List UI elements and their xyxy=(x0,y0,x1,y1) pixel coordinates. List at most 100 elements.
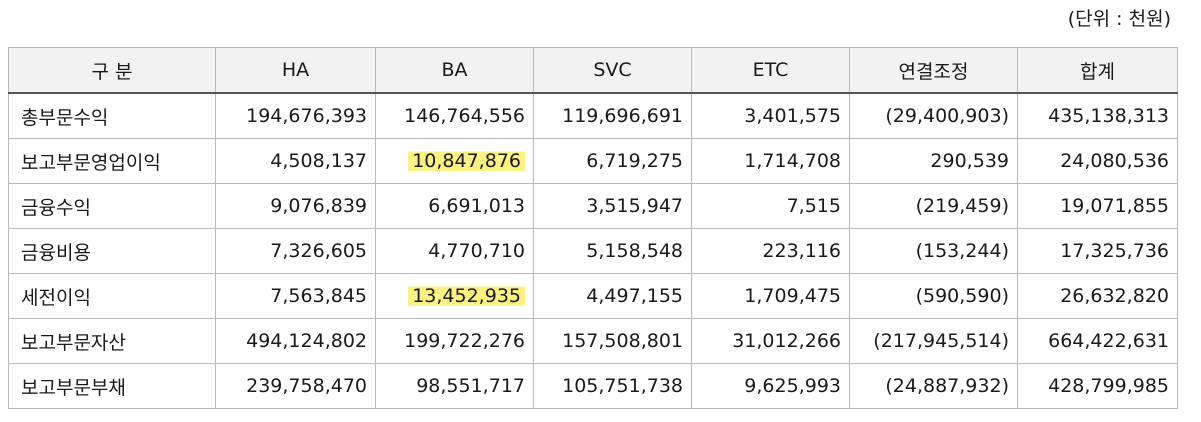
header-ba: BA xyxy=(375,47,534,94)
cell-value: 6,691,013 xyxy=(428,195,525,217)
cell-total: 664,422,631 xyxy=(1017,318,1178,364)
cell-svc: 6,719,275 xyxy=(533,138,692,184)
cell-value: (219,459) xyxy=(915,195,1009,217)
segment-report-table: 구 분 HA BA SVC ETC 연결조정 합계 총부문수익 194,676,3… xyxy=(8,47,1178,409)
cell-value: 157,508,801 xyxy=(562,330,683,352)
cell-value: 1,714,708 xyxy=(744,150,841,172)
cell-value: 9,076,839 xyxy=(270,195,367,217)
cell-etc: 1,714,708 xyxy=(691,138,850,184)
cell-value: 199,722,276 xyxy=(404,330,525,352)
cell-total: 19,071,855 xyxy=(1017,183,1178,229)
header-category: 구 분 xyxy=(8,47,216,94)
header-etc: ETC xyxy=(691,47,850,94)
cell-value: 146,764,556 xyxy=(404,105,525,127)
cell-value: 24,080,536 xyxy=(1060,150,1169,172)
cell-total: 435,138,313 xyxy=(1017,92,1178,139)
cell-ha: 494,124,802 xyxy=(215,318,376,364)
cell-value: 3,401,575 xyxy=(744,105,841,127)
cell-etc: 3,401,575 xyxy=(691,92,850,139)
cell-svc: 5,158,548 xyxy=(533,228,692,274)
header-consolidation-adjustment: 연결조정 xyxy=(849,47,1018,94)
header-svc: SVC xyxy=(533,47,692,94)
highlighted-value: 10,847,876 xyxy=(408,149,525,173)
cell-value: 19,071,855 xyxy=(1060,195,1169,217)
table-row: 총부문수익 194,676,393 146,764,556 119,696,691 3,… xyxy=(8,92,1178,139)
table-body: 총부문수익 194,676,393 146,764,556 119,696,691 3,… xyxy=(8,92,1178,409)
cell-ha: 9,076,839 xyxy=(215,183,376,229)
cell-value: (217,945,514) xyxy=(873,330,1009,352)
cell-ba: 146,764,556 xyxy=(375,92,534,139)
cell-value: 26,632,820 xyxy=(1060,285,1169,307)
cell-etc: 223,116 xyxy=(691,228,850,274)
table-row: 금융수익 9,076,839 6,691,013 3,515,947 7,515 (219… xyxy=(8,183,1178,229)
cell-value: 17,325,736 xyxy=(1060,240,1169,262)
cell-ba: 98,551,717 xyxy=(375,363,534,409)
header-total: 합계 xyxy=(1017,47,1178,94)
cell-value: (29,400,903) xyxy=(885,105,1009,127)
row-label: 총부문수익 xyxy=(8,92,216,139)
cell-total: 24,080,536 xyxy=(1017,138,1178,184)
cell-ba: 199,722,276 xyxy=(375,318,534,364)
table-row: 보고부문자산 494,124,802 199,722,276 157,508,801 3… xyxy=(8,318,1178,364)
cell-value: 4,770,710 xyxy=(428,240,525,262)
header-ha: HA xyxy=(215,47,376,94)
cell-etc: 9,625,993 xyxy=(691,363,850,409)
cell-value: 6,719,275 xyxy=(586,150,683,172)
cell-svc: 105,751,738 xyxy=(533,363,692,409)
cell-ha: 4,508,137 xyxy=(215,138,376,184)
cell-ba: 4,770,710 xyxy=(375,228,534,274)
cell-consolidation-adjustment: (590,590) xyxy=(849,273,1018,319)
cell-value: 31,012,266 xyxy=(732,330,841,352)
cell-etc: 7,515 xyxy=(691,183,850,229)
cell-total: 17,325,736 xyxy=(1017,228,1178,274)
cell-value: 239,758,470 xyxy=(246,375,367,397)
highlighted-value: 13,452,935 xyxy=(408,284,525,308)
cell-value: 3,515,947 xyxy=(586,195,683,217)
cell-svc: 119,696,691 xyxy=(533,92,692,139)
row-label: 금융비용 xyxy=(8,228,216,274)
cell-ha: 239,758,470 xyxy=(215,363,376,409)
row-label: 금융수익 xyxy=(8,183,216,229)
cell-consolidation-adjustment: (29,400,903) xyxy=(849,92,1018,139)
cell-consolidation-adjustment: 290,539 xyxy=(849,138,1018,184)
cell-value: 1,709,475 xyxy=(744,285,841,307)
cell-ha: 7,563,845 xyxy=(215,273,376,319)
table-row: 금융비용 7,326,605 4,770,710 5,158,548 223,116 (1… xyxy=(8,228,1178,274)
cell-value: 494,124,802 xyxy=(246,330,367,352)
cell-value: 119,696,691 xyxy=(562,105,683,127)
cell-ha: 7,326,605 xyxy=(215,228,376,274)
cell-svc: 4,497,155 xyxy=(533,273,692,319)
cell-value: 428,799,985 xyxy=(1048,375,1169,397)
cell-value: 5,158,548 xyxy=(586,240,683,262)
cell-consolidation-adjustment: (153,244) xyxy=(849,228,1018,274)
cell-value: 7,515 xyxy=(786,195,841,217)
cell-ba: 10,847,876 xyxy=(375,138,534,184)
cell-total: 26,632,820 xyxy=(1017,273,1178,319)
cell-value: 435,138,313 xyxy=(1048,105,1169,127)
cell-consolidation-adjustment: (24,887,932) xyxy=(849,363,1018,409)
cell-value: 4,497,155 xyxy=(586,285,683,307)
cell-consolidation-adjustment: (217,945,514) xyxy=(849,318,1018,364)
row-label: 세전이익 xyxy=(8,273,216,319)
cell-svc: 157,508,801 xyxy=(533,318,692,364)
cell-etc: 1,709,475 xyxy=(691,273,850,319)
cell-value: (24,887,932) xyxy=(885,375,1009,397)
cell-ba: 6,691,013 xyxy=(375,183,534,229)
header-row: 구 분 HA BA SVC ETC 연결조정 합계 xyxy=(8,47,1178,94)
cell-ha: 194,676,393 xyxy=(215,92,376,139)
unit-note: (단위 : 천원) xyxy=(1067,8,1171,30)
cell-value: 4,508,137 xyxy=(270,150,367,172)
cell-value: 7,563,845 xyxy=(270,285,367,307)
table-row: 보고부문영업이익 4,508,137 10,847,876 6,719,275 1,71… xyxy=(8,138,1178,184)
row-label: 보고부문영업이익 xyxy=(8,138,216,184)
cell-value: 223,116 xyxy=(762,240,841,262)
cell-value: 98,551,717 xyxy=(416,375,525,397)
cell-value: 9,625,993 xyxy=(744,375,841,397)
cell-value: 664,422,631 xyxy=(1048,330,1169,352)
cell-svc: 3,515,947 xyxy=(533,183,692,229)
row-label: 보고부문부채 xyxy=(8,363,216,409)
cell-ba: 13,452,935 xyxy=(375,273,534,319)
row-label: 보고부문자산 xyxy=(8,318,216,364)
cell-value: 7,326,605 xyxy=(270,240,367,262)
cell-value: (590,590) xyxy=(915,285,1009,307)
